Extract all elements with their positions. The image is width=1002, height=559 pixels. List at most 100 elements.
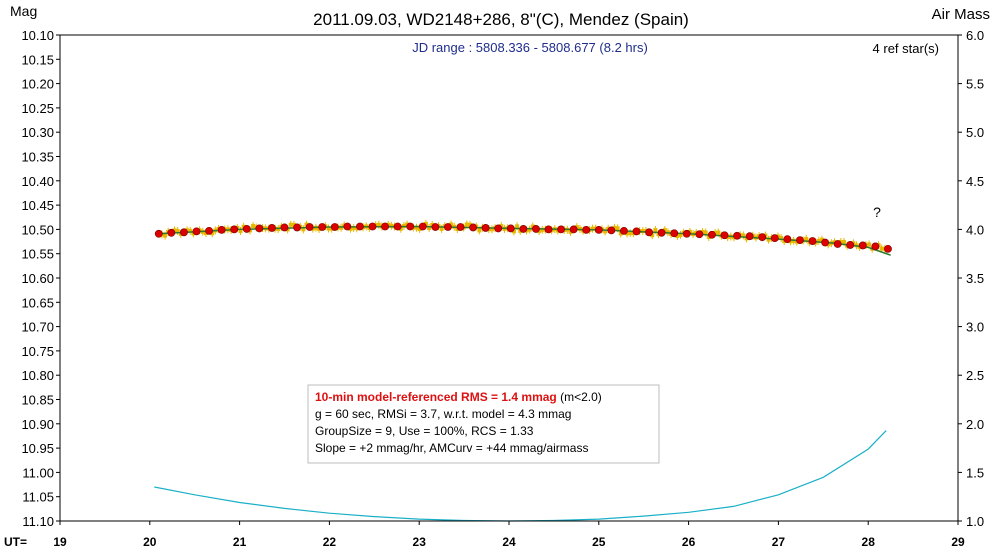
y2-tick-label: 3.5 [966, 271, 984, 286]
raw-point [678, 232, 683, 237]
y-tick-label: 10.60 [21, 271, 54, 286]
raw-point [301, 227, 306, 232]
raw-point [779, 235, 784, 240]
group-mean-point [192, 227, 201, 236]
stats-rms-suffix: (m<2.0) [557, 390, 602, 404]
stats-rms-emphasis: 10-min model-referenced RMS = 1.4 mmag [315, 390, 557, 404]
group-mean-point [582, 225, 591, 234]
group-mean-point [469, 223, 477, 232]
raw-point [251, 223, 256, 228]
y-tick-label: 10.15 [21, 52, 54, 67]
group-mean-point [418, 222, 427, 231]
group-mean-point [381, 222, 389, 231]
raw-point [499, 224, 504, 229]
raw-point [238, 228, 243, 233]
y-tick-label: 10.35 [21, 150, 54, 165]
y-tick-label: 10.65 [21, 295, 54, 310]
raw-point [291, 222, 296, 227]
stats-box-frame [307, 384, 660, 464]
stats-line-rms: 10-min model-referenced RMS = 1.4 mmag (… [315, 390, 602, 404]
group-mean-point [670, 229, 679, 238]
raw-point [530, 224, 535, 229]
raw-point [511, 229, 516, 234]
group-mean-point [833, 240, 842, 248]
question-mark-annotation: ? [873, 204, 881, 220]
y2-tick-label: 2.0 [966, 417, 984, 432]
y-tick-label: 10.45 [21, 198, 54, 213]
group-mean-point [293, 223, 301, 232]
plot-frame [59, 34, 959, 522]
group-mean-point [368, 222, 377, 231]
group-mean-point [620, 226, 628, 235]
x-tick-label: 24 [502, 535, 516, 549]
axes: 10.10 10.15 10.20 10.25 10.30 10.35 10.40 10.45… [21, 28, 984, 549]
group-mean-point [783, 235, 792, 244]
raw-point [819, 237, 824, 242]
group-mean-point [506, 224, 515, 233]
raw-point [650, 233, 655, 238]
ref-stars-text: 4 ref star(s) [873, 41, 939, 56]
raw-point [326, 226, 331, 231]
y-tick-label: 11.00 [22, 465, 54, 480]
y2-axis-label: Air Mass [932, 6, 990, 23]
group-mean-point [557, 225, 565, 234]
y-tick-label: 10.80 [21, 368, 54, 383]
raw-point [540, 227, 545, 232]
group-mean-point [821, 238, 829, 247]
raw-point [414, 225, 419, 230]
raw-point [716, 230, 721, 235]
group-mean-point [708, 230, 716, 239]
group-mean-point [758, 233, 767, 242]
group-mean-point [205, 226, 213, 235]
raw-point [467, 222, 472, 227]
y-tick-label: 10.70 [21, 320, 54, 335]
group-mean-point [519, 225, 528, 233]
raw-point [879, 246, 884, 251]
group-mean-point [796, 236, 804, 244]
raw-point [603, 229, 608, 234]
y2-tick-label: 1.5 [966, 465, 984, 480]
y-tick-label: 10.55 [21, 247, 54, 262]
group-mean-point [532, 225, 540, 233]
raw-point [766, 237, 771, 242]
group-mean-point [255, 224, 264, 233]
raw-point [568, 229, 573, 234]
group-mean-point [167, 228, 176, 237]
stats-line-groupsize: GroupSize = 9, Use = 100%, RCS = 1.33 [315, 424, 534, 438]
raw-point [640, 229, 645, 234]
stats-line-slope: Slope = +2 mmag/hr, AMCurv = +44 mmag/ai… [315, 441, 588, 455]
plot-border [59, 34, 959, 522]
group-mean-point [456, 223, 465, 231]
y-tick-label: 11.10 [22, 514, 54, 529]
y2-tick-label: 3.0 [966, 320, 984, 335]
raw-point [439, 226, 444, 231]
y-tick-label: 10.90 [21, 417, 54, 432]
raw-point [618, 231, 623, 236]
group-mean-point [330, 223, 339, 231]
y2-tick-label: 1.0 [966, 514, 984, 529]
raw-point [175, 228, 180, 233]
group-mean-point [808, 237, 817, 245]
raw-point [741, 233, 746, 238]
raw-point [351, 226, 356, 231]
group-mean-point [356, 222, 364, 231]
group-mean-point [645, 228, 653, 237]
group-mean-point [217, 225, 226, 234]
raw-point [816, 238, 821, 243]
x-tick-label: 22 [323, 535, 337, 549]
raw-point [662, 228, 667, 233]
raw-point [489, 227, 494, 232]
y-tick-label: 10.25 [21, 101, 54, 116]
raw-point [427, 225, 432, 230]
raw-point [417, 226, 422, 231]
raw-point [703, 230, 708, 235]
group-mean-point [607, 226, 616, 235]
raw-point [172, 228, 177, 233]
group-mean-point [318, 223, 327, 231]
jd-range-text: JD range : 5808.336 - 5808.677 (8.2 hrs) [412, 40, 648, 55]
raw-point [590, 226, 595, 231]
group-mean-point [280, 223, 289, 232]
raw-point [841, 239, 846, 244]
